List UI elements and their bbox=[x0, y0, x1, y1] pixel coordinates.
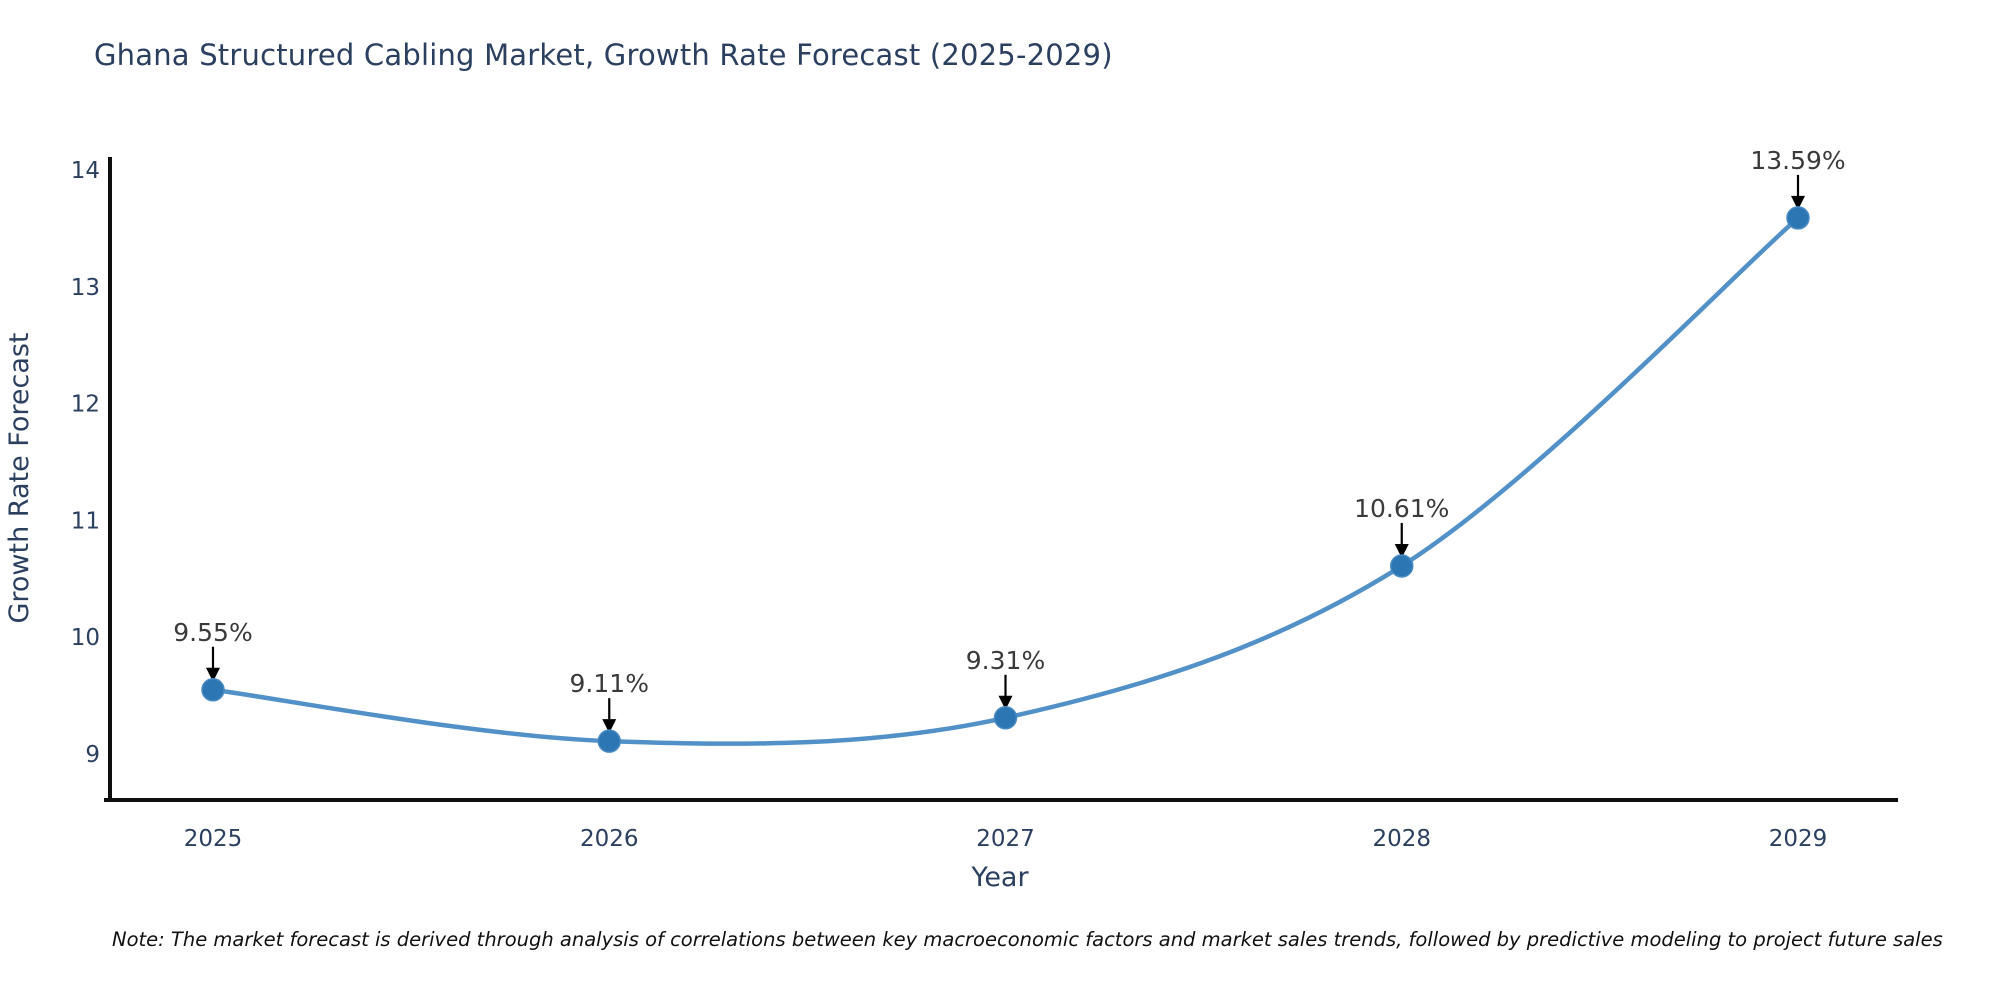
data-point-marker[interactable] bbox=[1786, 206, 1810, 230]
x-tick-label: 2028 bbox=[1372, 826, 1431, 852]
annotation-arrowhead bbox=[1791, 195, 1805, 210]
y-tick-label: 14 bbox=[71, 158, 100, 184]
data-point-label: 9.31% bbox=[966, 646, 1045, 675]
data-point-label: 10.61% bbox=[1354, 494, 1449, 523]
data-point-marker[interactable] bbox=[1390, 554, 1414, 578]
y-tick-label: 11 bbox=[71, 508, 100, 534]
y-tick-label: 13 bbox=[71, 275, 100, 301]
x-tick-label: 2026 bbox=[580, 826, 639, 852]
y-tick-label: 12 bbox=[71, 392, 100, 418]
annotation-arrowhead bbox=[602, 719, 617, 734]
data-point-marker[interactable] bbox=[201, 678, 225, 702]
annotation-arrowhead bbox=[1394, 543, 1409, 558]
x-tick-label: 2025 bbox=[184, 826, 243, 852]
y-tick-label: 10 bbox=[71, 625, 100, 651]
forecast-line-series bbox=[210, 215, 1801, 746]
chart-footnote: Note: The market forecast is derived thr… bbox=[112, 928, 1943, 951]
chart-title: Ghana Structured Cabling Market, Growth … bbox=[94, 38, 1113, 72]
data-point-marker[interactable] bbox=[993, 706, 1018, 730]
data-point-marker[interactable] bbox=[597, 729, 621, 753]
data-point-label: 9.11% bbox=[570, 669, 649, 698]
x-tick-label: 2027 bbox=[976, 826, 1035, 852]
data-point-label: 9.55% bbox=[173, 618, 252, 647]
annotation-arrowhead bbox=[998, 695, 1013, 710]
y-tick-label: 9 bbox=[85, 742, 100, 768]
y-axis-title: Growth Rate Forecast bbox=[4, 332, 35, 623]
annotation-arrowhead bbox=[206, 667, 220, 682]
data-point-label: 13.59% bbox=[1750, 146, 1845, 175]
x-tick-label: 2029 bbox=[1769, 826, 1828, 852]
x-axis-title: Year bbox=[970, 862, 1029, 893]
